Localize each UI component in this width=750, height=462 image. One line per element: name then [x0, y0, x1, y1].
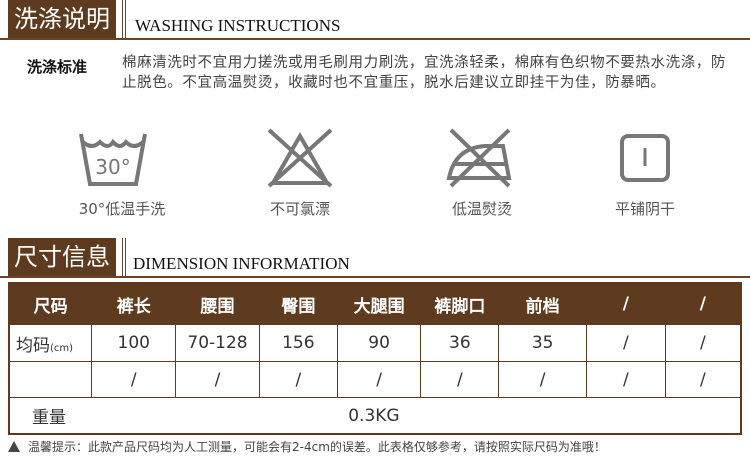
table-cell: / — [664, 324, 742, 362]
table-cell: / — [420, 361, 500, 398]
table-cell: / — [91, 361, 177, 398]
table-cell: 70-128 — [175, 324, 260, 362]
washing-banner: 洗涤说明 WASHING INSTRUCTIONS — [0, 0, 750, 40]
care-label: 30°低温手洗 — [78, 200, 166, 218]
table-cell: / — [498, 361, 587, 398]
low-iron-icon — [446, 128, 512, 188]
size-label-cell: 均码(cm) — [8, 324, 93, 362]
size-table: 尺码 裤长 腰围 臀围 大腿围 裤脚口 前档 / / 均码(cm) 100 70… — [8, 282, 742, 435]
header-cell: 裤长 — [91, 282, 177, 325]
table-cell — [8, 361, 93, 398]
washing-standard-label: 洗涤标准 — [27, 58, 88, 76]
divider — [122, 238, 126, 276]
header-cell: 臀围 — [258, 282, 338, 325]
dimension-banner: 尺寸信息 DIMENSION INFORMATION — [0, 238, 750, 278]
hand-wash-30-icon: 30° — [79, 133, 147, 186]
no-bleach-icon — [267, 128, 333, 188]
table-cell: 156 — [258, 324, 338, 362]
weight-label: 重量 — [8, 397, 92, 435]
table-cell: 35 — [498, 324, 587, 362]
header-cell: / — [586, 282, 666, 325]
table-cell: / — [175, 361, 260, 398]
unit-label: (cm) — [50, 342, 74, 354]
header-cell: 裤脚口 — [420, 282, 500, 325]
weight-row: 重量 0.3KG — [8, 397, 742, 435]
table-cell: / — [586, 361, 666, 398]
wash-temp-glyph: 30° — [95, 155, 130, 179]
care-label: 不可氯漂 — [269, 200, 330, 218]
washing-title-en: WASHING INSTRUCTIONS — [135, 16, 341, 35]
dry-flat-shade-icon — [620, 134, 670, 182]
footer-note: 温馨提示：此款产品尺码均为人工测量，可能会有2-4cm的误差。此表格仅够参考，请… — [8, 438, 606, 455]
table-cell: / — [336, 361, 422, 398]
table-cell: / — [258, 361, 338, 398]
table-cell: 90 — [336, 324, 422, 362]
table-row: / / / / / / / / — [8, 361, 742, 398]
table-cell: / — [586, 324, 666, 362]
note-text: 温馨提示：此款产品尺码均为人工测量，可能会有2-4cm的误差。此表格仅够参考，请… — [28, 440, 606, 454]
care-label: 平铺阴干 — [614, 200, 675, 218]
weight-value: 0.3KG — [91, 397, 742, 435]
table-cell: / — [664, 361, 742, 398]
header-cell: / — [664, 282, 742, 325]
table-header-row: 尺码 裤长 腰围 臀围 大腿围 裤脚口 前档 / / — [8, 282, 742, 325]
header-cell: 大腿围 — [336, 282, 422, 325]
dimension-title-cn: 尺寸信息 — [8, 238, 116, 276]
header-cell: 腰围 — [175, 282, 260, 325]
table-cell: 36 — [420, 324, 500, 362]
washing-standard-text: 棉麻清洗时不宜用力搓洗或用毛刷用力刷洗，宜洗涤轻柔，棉麻有色织物不要热水洗涤，防… — [122, 55, 726, 91]
table-cell: 100 — [91, 324, 177, 362]
dimension-title-en: DIMENSION INFORMATION — [133, 254, 350, 273]
table-row: 均码(cm) 100 70-128 156 90 36 35 / / — [8, 324, 742, 362]
divider — [122, 0, 126, 38]
care-label: 低温熨烫 — [451, 200, 512, 218]
header-cell: 前档 — [498, 282, 587, 325]
washing-title-cn: 洗涤说明 — [8, 0, 116, 38]
size-label: 均码 — [16, 335, 50, 356]
warning-triangle-icon — [8, 441, 20, 452]
header-cell: 尺码 — [8, 282, 93, 325]
